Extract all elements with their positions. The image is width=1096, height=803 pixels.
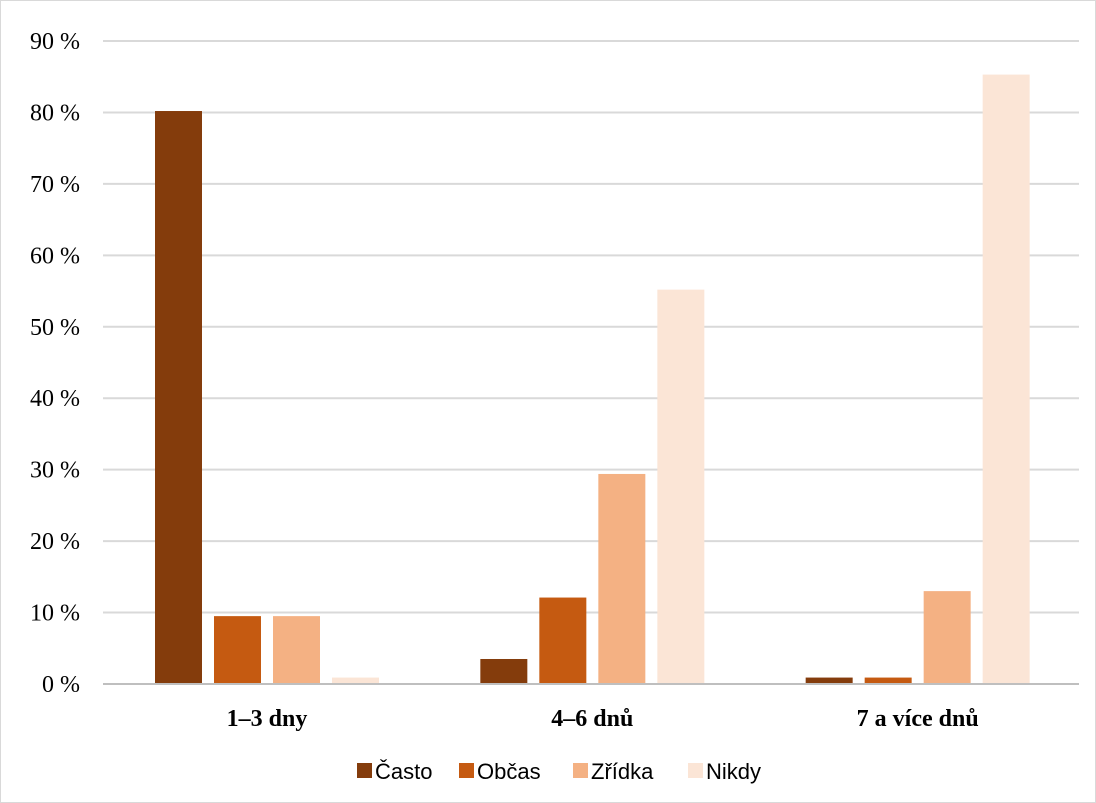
bars: [155, 74, 1030, 685]
legend-label: Občas: [477, 759, 541, 784]
bar: [864, 677, 912, 684]
gridlines: [103, 40, 1079, 614]
legend-label: Zřídka: [591, 759, 654, 784]
y-axis-ticks: 0 % 10 % 20 % 30 % 40 % 50 % 60 % 70 % 80 % 90 %: [30, 29, 80, 698]
bar: [214, 616, 261, 684]
y-tick-label: 10 %: [30, 601, 80, 627]
y-tick-label: 80 %: [30, 100, 80, 126]
bar: [805, 677, 853, 684]
legend-label: Často: [375, 759, 432, 784]
y-tick-label: 0 %: [42, 672, 80, 698]
y-tick-label: 60 %: [30, 243, 80, 269]
bar: [598, 473, 646, 684]
legend: Často Občas Zřídka Nikdy: [357, 759, 761, 784]
legend-swatch: [357, 763, 372, 778]
legend-swatch: [688, 763, 703, 778]
y-tick-label: 70 %: [30, 172, 80, 198]
bar: [982, 74, 1030, 685]
bar: [923, 591, 971, 684]
y-tick-label: 40 %: [30, 386, 80, 412]
y-tick-label: 50 %: [30, 315, 80, 341]
y-tick-label: 90 %: [30, 29, 80, 55]
bar: [155, 111, 202, 684]
x-axis-categories: 1–3 dny 4–6 dnů 7 a více dnů: [227, 706, 979, 732]
bar: [332, 677, 379, 684]
bar: [480, 658, 528, 684]
legend-label: Nikdy: [706, 759, 761, 784]
y-tick-label: 30 %: [30, 458, 80, 484]
x-category-label: 7 a více dnů: [857, 706, 979, 732]
legend-swatch: [573, 763, 588, 778]
x-category-label: 4–6 dnů: [551, 706, 633, 732]
bar: [657, 289, 705, 684]
legend-swatch: [459, 763, 474, 778]
bar: [273, 616, 320, 684]
bar: [539, 597, 587, 684]
y-tick-label: 20 %: [30, 529, 80, 555]
x-category-label: 1–3 dny: [227, 706, 308, 732]
